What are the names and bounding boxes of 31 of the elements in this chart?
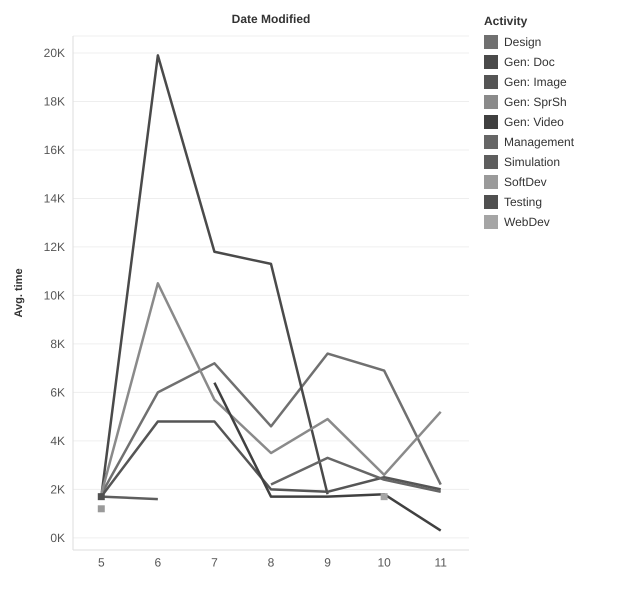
x-tick-label: 9 xyxy=(324,556,332,570)
x-tick-label: 10 xyxy=(377,556,392,570)
y-tick-label: 2K xyxy=(50,482,65,497)
legend-label: Testing xyxy=(504,195,542,209)
x-tick-label: 8 xyxy=(268,556,275,570)
x-tick-label: 11 xyxy=(434,556,448,570)
legend-title: Activity xyxy=(484,14,528,28)
y-tick-label: 4K xyxy=(50,434,65,448)
y-tick-label: 20K xyxy=(44,46,65,60)
legend-label: Gen: Doc xyxy=(504,55,555,69)
legend-label: Gen: SprSh xyxy=(504,95,567,109)
y-tick-label: 14K xyxy=(44,192,65,206)
legend-label: SoftDev xyxy=(504,175,547,189)
y-tick-label: 6K xyxy=(50,386,65,400)
x-tick-label: 6 xyxy=(154,556,162,570)
y-tick-label: 0K xyxy=(50,531,65,546)
y-tick-label: 12K xyxy=(44,240,65,254)
y-tick-label: 18K xyxy=(44,94,65,109)
legend-label: Design xyxy=(504,35,542,49)
y-axis-title: Avg. time xyxy=(12,268,25,318)
y-tick-label: 16K xyxy=(44,143,65,158)
y-tick-label: 8K xyxy=(50,337,65,352)
x-tick-label: 5 xyxy=(98,556,105,570)
legend-label: Gen: Image xyxy=(504,75,567,89)
legend-label: Simulation xyxy=(504,155,560,169)
legend-label: Management xyxy=(504,135,574,149)
legend-label: Gen: Video xyxy=(504,115,564,129)
chart-title: Date Modified xyxy=(230,12,312,26)
x-tick-label: 7 xyxy=(211,556,218,570)
legend-label: WebDev xyxy=(504,215,550,229)
y-tick-label: 10K xyxy=(44,288,65,303)
